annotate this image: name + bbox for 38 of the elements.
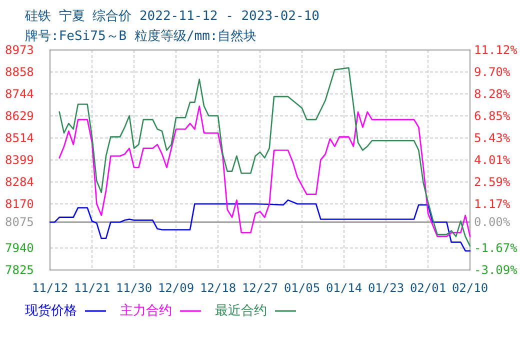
y2-tick-label: -3.09% xyxy=(474,263,518,277)
y2-tick-label: 6.85% xyxy=(474,109,511,124)
y-tick-label: 8170 xyxy=(5,196,34,211)
x-tick-label: 01/05 xyxy=(284,281,320,295)
y-tick-label: 8858 xyxy=(5,65,34,80)
x-tick-label: 01/14 xyxy=(326,281,362,295)
y-tick-label: 7940 xyxy=(5,240,34,255)
y2-tick-label: 1.17% xyxy=(474,197,511,212)
y-tick-label: 8284 xyxy=(5,175,34,190)
chart-title: 硅铁 宁夏 综合价 2022-11-12 - 2023-02-10 xyxy=(24,8,320,24)
y-tick-label: 7825 xyxy=(5,263,34,277)
legend-label: 主力合约 xyxy=(120,302,172,318)
y-tick-label: 8744 xyxy=(5,86,34,101)
y-tick-label: 8075 xyxy=(5,215,34,230)
legend-label: 现货价格 xyxy=(25,304,77,318)
x-tick-label: 11/12 xyxy=(32,281,68,295)
x-tick-label: 01/23 xyxy=(368,281,404,295)
y2-tick-label: 2.59% xyxy=(474,175,511,190)
x-tick-label: 12/18 xyxy=(200,281,236,295)
x-tick-label: 02/01 xyxy=(410,281,446,295)
chart-subtitle: 牌号:FeSi75～B 粒度等级/mm:自然块 xyxy=(25,28,257,44)
y2-tick-label: -1.67% xyxy=(474,241,518,256)
y2-tick-label: 11.12% xyxy=(474,43,518,57)
y2-tick-label: 0.00% xyxy=(474,215,511,230)
x-tick-label: 11/30 xyxy=(116,281,152,295)
x-tick-label: 12/27 xyxy=(242,281,278,295)
x-tick-label: 12/09 xyxy=(158,281,194,295)
x-tick-label: 11/21 xyxy=(74,281,110,295)
y2-tick-label: 9.70% xyxy=(474,64,511,79)
y2-tick-label: 5.43% xyxy=(474,131,511,146)
x-tick-label: 02/10 xyxy=(452,281,488,295)
y-tick-label: 8399 xyxy=(5,153,34,167)
y-tick-label: 8973 xyxy=(5,43,34,57)
legend-label: 最近合约 xyxy=(215,304,267,318)
y-tick-label: 8514 xyxy=(5,130,34,145)
y2-tick-label: 4.01% xyxy=(474,153,511,168)
y-tick-label: 8629 xyxy=(5,108,34,123)
y2-tick-label: 8.28% xyxy=(474,86,511,101)
